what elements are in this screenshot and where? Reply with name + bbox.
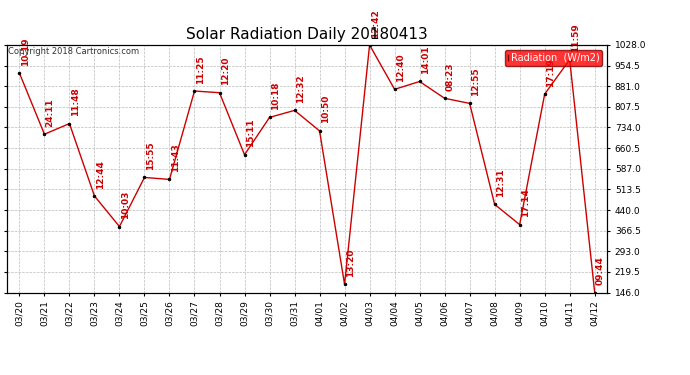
- Text: 11:48: 11:48: [70, 87, 79, 116]
- Text: 12:32: 12:32: [296, 74, 305, 103]
- Title: Solar Radiation Daily 20180413: Solar Radiation Daily 20180413: [186, 27, 428, 42]
- Text: 09:44: 09:44: [596, 256, 605, 285]
- Text: 10:18: 10:18: [270, 81, 279, 110]
- Text: 10:50: 10:50: [321, 95, 330, 123]
- Text: 11:25: 11:25: [196, 55, 205, 84]
- Text: 17:14: 17:14: [521, 188, 530, 217]
- Text: 10:03: 10:03: [121, 191, 130, 219]
- Text: 11:43: 11:43: [170, 143, 179, 172]
- Text: 12:20: 12:20: [221, 57, 230, 85]
- Text: 12:44: 12:44: [96, 160, 105, 189]
- Text: 13:20: 13:20: [346, 248, 355, 277]
- Text: 12:55: 12:55: [471, 68, 480, 96]
- Text: 17:19: 17:19: [546, 58, 555, 87]
- Text: 14:01: 14:01: [421, 45, 430, 74]
- Text: 12:40: 12:40: [396, 53, 405, 82]
- Text: 15:55: 15:55: [146, 141, 155, 170]
- Text: Copyright 2018 Cartronics.com: Copyright 2018 Cartronics.com: [8, 48, 139, 57]
- Text: 15:11: 15:11: [246, 118, 255, 147]
- Text: 24:11: 24:11: [46, 98, 55, 127]
- Text: 10:19: 10:19: [21, 37, 30, 66]
- Legend: Radiation  (W/m2): Radiation (W/m2): [505, 50, 602, 66]
- Text: 11:59: 11:59: [571, 23, 580, 52]
- Text: 08:23: 08:23: [446, 62, 455, 91]
- Text: 12:31: 12:31: [496, 168, 505, 197]
- Text: 12:42: 12:42: [371, 9, 380, 38]
